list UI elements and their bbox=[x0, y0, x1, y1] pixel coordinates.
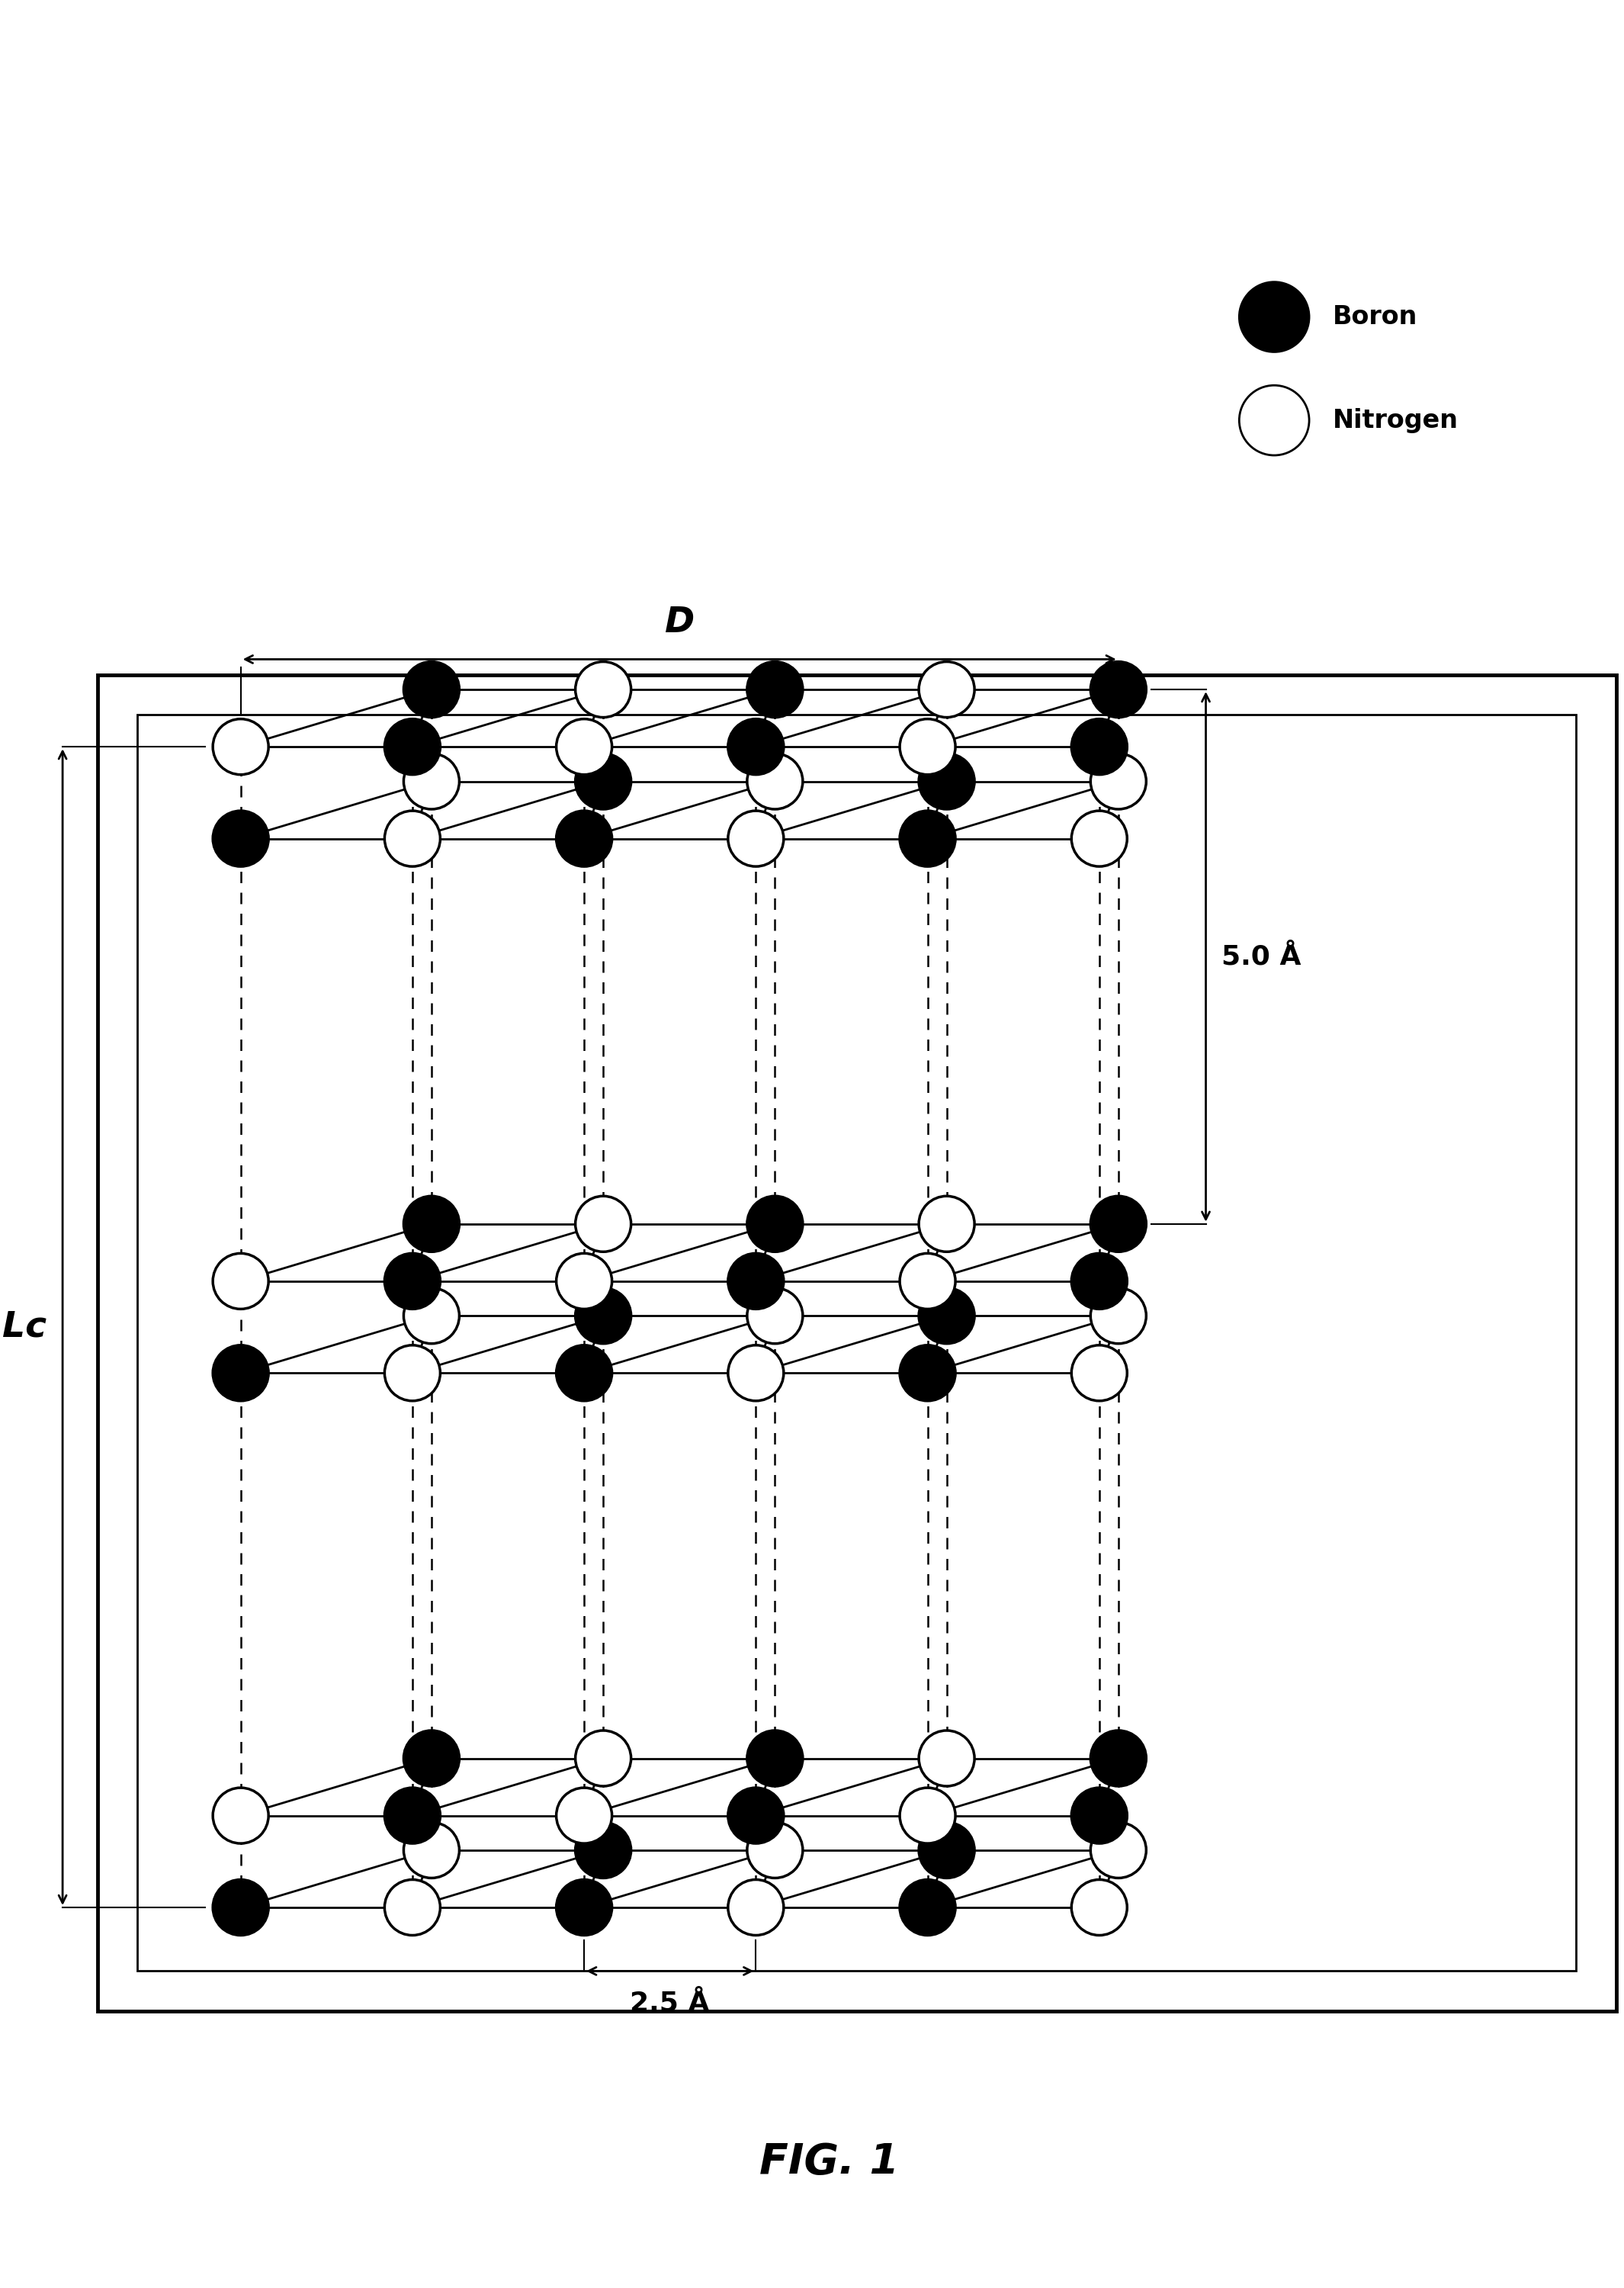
Circle shape bbox=[557, 1345, 612, 1400]
Circle shape bbox=[213, 810, 268, 867]
Circle shape bbox=[1091, 1821, 1147, 1878]
Circle shape bbox=[919, 661, 974, 718]
Circle shape bbox=[1239, 281, 1309, 352]
Bar bbox=[97, 675, 1616, 2011]
Circle shape bbox=[404, 1821, 460, 1878]
Circle shape bbox=[919, 1288, 974, 1343]
Text: 5.0 Å: 5.0 Å bbox=[1221, 943, 1301, 970]
Text: 2.5 Å: 2.5 Å bbox=[630, 1991, 710, 2016]
Circle shape bbox=[728, 1881, 784, 1936]
Circle shape bbox=[1091, 1197, 1147, 1252]
Circle shape bbox=[385, 1881, 440, 1936]
Circle shape bbox=[728, 1254, 784, 1309]
Circle shape bbox=[1072, 1254, 1127, 1309]
Circle shape bbox=[919, 753, 974, 810]
Text: D: D bbox=[664, 606, 695, 641]
Circle shape bbox=[747, 753, 802, 810]
Circle shape bbox=[385, 810, 440, 867]
Circle shape bbox=[575, 661, 632, 718]
Circle shape bbox=[747, 1730, 802, 1787]
Circle shape bbox=[575, 1288, 632, 1343]
Circle shape bbox=[919, 1730, 974, 1787]
Circle shape bbox=[900, 1254, 955, 1309]
Circle shape bbox=[385, 1787, 440, 1844]
Text: Boron: Boron bbox=[1333, 304, 1418, 329]
Circle shape bbox=[575, 1730, 632, 1787]
Circle shape bbox=[1072, 1345, 1127, 1400]
Circle shape bbox=[1091, 661, 1147, 718]
Circle shape bbox=[385, 1254, 440, 1309]
Circle shape bbox=[1091, 753, 1147, 810]
Circle shape bbox=[213, 1881, 268, 1936]
Circle shape bbox=[404, 1197, 460, 1252]
Circle shape bbox=[1072, 718, 1127, 776]
Circle shape bbox=[385, 718, 440, 776]
Circle shape bbox=[404, 661, 460, 718]
Circle shape bbox=[1091, 1730, 1147, 1787]
Circle shape bbox=[900, 1787, 955, 1844]
Text: Nitrogen: Nitrogen bbox=[1333, 407, 1458, 432]
Circle shape bbox=[575, 1197, 632, 1252]
Circle shape bbox=[575, 1821, 632, 1878]
Circle shape bbox=[404, 1730, 460, 1787]
Circle shape bbox=[747, 661, 802, 718]
Bar bbox=[138, 714, 1577, 1970]
Circle shape bbox=[900, 1345, 955, 1400]
Circle shape bbox=[557, 1787, 612, 1844]
Circle shape bbox=[575, 753, 632, 810]
Circle shape bbox=[213, 718, 268, 776]
Circle shape bbox=[1072, 1787, 1127, 1844]
Circle shape bbox=[557, 810, 612, 867]
Circle shape bbox=[404, 1288, 460, 1343]
Circle shape bbox=[747, 1288, 802, 1343]
Circle shape bbox=[213, 1787, 268, 1844]
Circle shape bbox=[557, 718, 612, 776]
Text: Lc: Lc bbox=[2, 1311, 47, 1345]
Text: FIG. 1: FIG. 1 bbox=[758, 2142, 898, 2183]
Circle shape bbox=[1239, 384, 1309, 455]
Circle shape bbox=[728, 718, 784, 776]
Circle shape bbox=[919, 1821, 974, 1878]
Circle shape bbox=[557, 1254, 612, 1309]
Circle shape bbox=[728, 1345, 784, 1400]
Circle shape bbox=[385, 1345, 440, 1400]
Circle shape bbox=[1072, 1881, 1127, 1936]
Circle shape bbox=[900, 810, 955, 867]
Circle shape bbox=[747, 1821, 802, 1878]
Circle shape bbox=[900, 718, 955, 776]
Circle shape bbox=[213, 1254, 268, 1309]
Circle shape bbox=[900, 1881, 955, 1936]
Circle shape bbox=[557, 1881, 612, 1936]
Circle shape bbox=[728, 810, 784, 867]
Circle shape bbox=[213, 1345, 268, 1400]
Circle shape bbox=[919, 1197, 974, 1252]
Circle shape bbox=[728, 1787, 784, 1844]
Circle shape bbox=[1091, 1288, 1147, 1343]
Circle shape bbox=[747, 1197, 802, 1252]
Circle shape bbox=[1072, 810, 1127, 867]
Circle shape bbox=[404, 753, 460, 810]
